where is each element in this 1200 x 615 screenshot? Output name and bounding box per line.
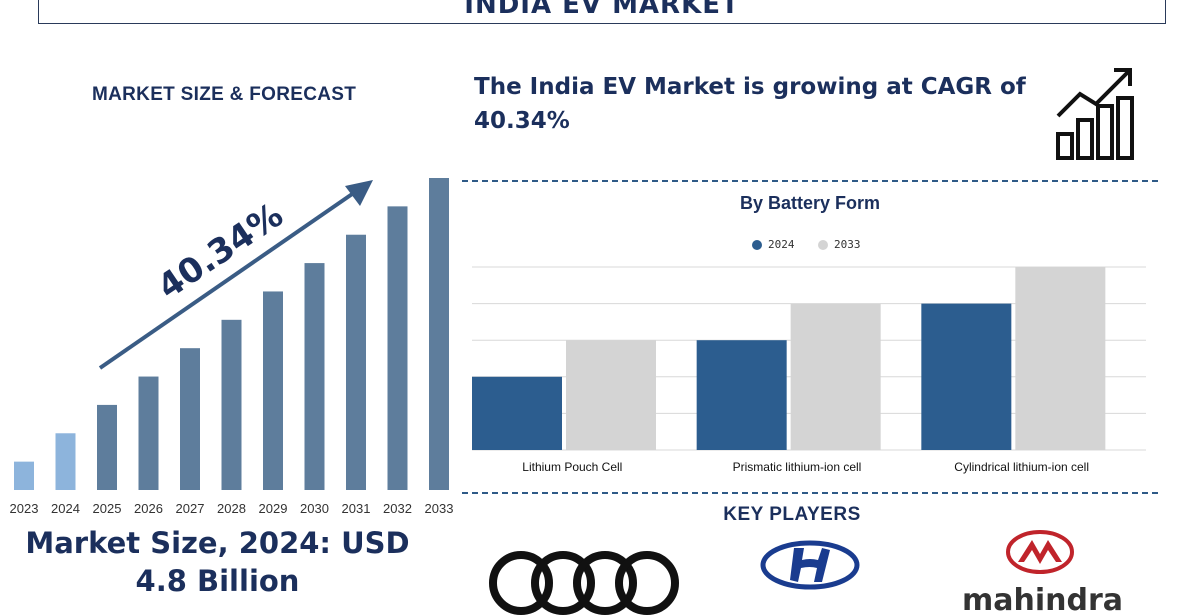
legend-label-2033: 2033 xyxy=(834,238,861,251)
forecast-tick-2024: 2024 xyxy=(51,501,80,516)
market-size-text: Market Size, 2024: USD 4.8 Billion xyxy=(0,524,435,600)
market-size-heading: MARKET SIZE & FORECAST xyxy=(92,84,357,105)
forecast-tick-2031: 2031 xyxy=(342,501,371,516)
forecast-tick-2026: 2026 xyxy=(134,501,163,516)
cagr-line1: The India EV Market is growing at CAGR o… xyxy=(474,74,1026,100)
forecast-bar-2030 xyxy=(304,263,325,490)
battery-category-label: Prismatic lithium-ion cell xyxy=(733,460,862,474)
market-size-line2: 4.8 Billion xyxy=(135,564,300,598)
battery-form-chart: Lithium Pouch Cell Prismatic lithium-ion … xyxy=(472,266,1146,474)
cagr-line2: 40.34% xyxy=(474,108,570,134)
market-forecast-chart: 2023 2024 2025 2026 2027 2028 2029 2030 2031 2032… xyxy=(10,178,454,516)
forecast-bar-2024 xyxy=(55,433,76,490)
forecast-bar-2026 xyxy=(138,376,159,490)
battery-bar-2024-1 xyxy=(696,340,787,450)
forecast-tick-2032: 2032 xyxy=(383,501,412,516)
forecast-tick-2023: 2023 xyxy=(10,501,39,516)
forecast-bar-2033 xyxy=(429,178,449,490)
battery-bar-2024-0 xyxy=(472,376,562,450)
battery-bar-2024-2 xyxy=(921,303,1012,450)
legend-swatch-2024 xyxy=(752,239,762,250)
growth-arrow-line xyxy=(98,188,360,370)
battery-bar-2033-0 xyxy=(566,340,656,450)
mahindra-wordmark: mahindra xyxy=(962,583,1123,615)
key-players-title: KEY PLAYERS xyxy=(723,504,861,525)
audi-logo xyxy=(489,551,679,615)
legend-2033: 2033 xyxy=(818,238,861,251)
forecast-bar-2032 xyxy=(387,206,408,490)
legend-2024: 2024 xyxy=(752,238,795,251)
legend-swatch-2033 xyxy=(818,239,828,250)
forecast-bar-2025 xyxy=(97,404,117,490)
forecast-bar-2023 xyxy=(14,461,34,490)
growth-chart-icon xyxy=(1056,68,1134,160)
forecast-tick-2025: 2025 xyxy=(93,501,122,516)
forecast-bar-2028 xyxy=(221,319,242,490)
forecast-tick-2030: 2030 xyxy=(300,501,329,516)
divider-top xyxy=(462,180,1158,182)
forecast-tick-2028: 2028 xyxy=(217,501,246,516)
battery-category-label: Cylindrical lithium-ion cell xyxy=(954,460,1089,474)
growth-arrow-head xyxy=(345,180,373,206)
battery-bar-2033-1 xyxy=(790,303,881,450)
forecast-bar-2031 xyxy=(346,234,366,490)
forecast-tick-2027: 2027 xyxy=(176,501,205,516)
battery-form-title: By Battery Form xyxy=(739,193,881,213)
mahindra-logo: mahindra xyxy=(962,530,1123,615)
legend-label-2024: 2024 xyxy=(768,238,795,251)
forecast-tick-2033: 2033 xyxy=(425,501,454,516)
divider-bottom xyxy=(462,492,1158,494)
header-box: INDIA EV MARKET xyxy=(38,0,1166,24)
battery-bar-2033-2 xyxy=(1015,267,1106,450)
hyundai-logo xyxy=(760,540,860,590)
page-title: INDIA EV MARKET xyxy=(464,0,740,20)
forecast-tick-2029: 2029 xyxy=(259,501,288,516)
forecast-bar-2029 xyxy=(263,291,283,490)
cagr-statement: The India EV Market is growing at CAGR o… xyxy=(474,70,1074,138)
battery-category-label: Lithium Pouch Cell xyxy=(522,460,622,474)
forecast-bar-2027 xyxy=(180,348,200,490)
market-size-line1: Market Size, 2024: USD xyxy=(25,526,410,560)
